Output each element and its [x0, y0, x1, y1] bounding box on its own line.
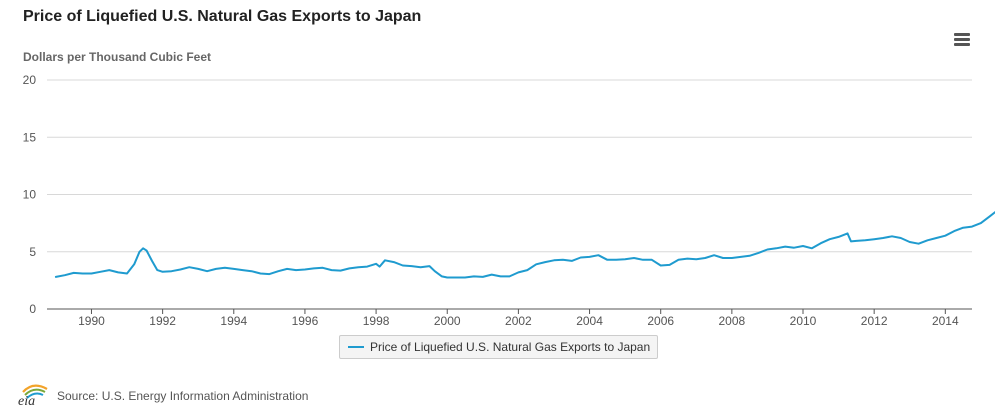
- line-chart: 0 5 10 15 20 1990 1992 1994 1996 1998 2000 2002 200…: [23, 73, 995, 328]
- x-tick-label: 2012: [861, 314, 888, 328]
- x-tick-label: 2010: [790, 314, 817, 328]
- series-lines: [54, 211, 995, 279]
- hamburger-menu-icon[interactable]: [951, 31, 973, 49]
- x-axis: 1990 1992 1994 1996 1998 2000 2002 2004 2006 2008…: [47, 308, 972, 328]
- legend-label: Price of Liquefied U.S. Natural Gas Expo…: [370, 340, 651, 354]
- x-tick-label: 1990: [78, 314, 105, 328]
- x-tick-label: 2008: [719, 314, 746, 328]
- x-tick-label: 1994: [220, 314, 247, 328]
- eia-logo: eia: [18, 384, 48, 407]
- eia-logo-text: eia: [18, 394, 35, 407]
- y-tick-label: 20: [23, 73, 37, 87]
- y-tick-label: 0: [29, 302, 36, 316]
- x-tick-label: 1992: [149, 314, 176, 328]
- x-tick-label: 2002: [505, 314, 532, 328]
- x-tick-label: 2006: [647, 314, 674, 328]
- y-axis-ticks: 0 5 10 15 20: [23, 73, 37, 316]
- legend-swatch: [348, 346, 364, 348]
- y-tick-label: 15: [23, 130, 37, 144]
- x-tick-label: 2004: [576, 314, 603, 328]
- x-tick-label: 2014: [932, 314, 959, 328]
- x-tick-label: 2000: [434, 314, 461, 328]
- source-text: Source: U.S. Energy Information Administ…: [57, 389, 309, 403]
- x-tick-label: 1996: [292, 314, 319, 328]
- y-tick-label: 5: [29, 245, 36, 259]
- series-line-segment-0: [54, 211, 995, 279]
- y-tick-label: 10: [23, 188, 37, 202]
- chart-title: Price of Liquefied U.S. Natural Gas Expo…: [23, 8, 422, 25]
- grid-lines: [47, 79, 972, 253]
- legend-item[interactable]: Price of Liquefied U.S. Natural Gas Expo…: [339, 335, 658, 359]
- y-axis-label: Dollars per Thousand Cubic Feet: [23, 50, 212, 64]
- x-tick-label: 1998: [363, 314, 390, 328]
